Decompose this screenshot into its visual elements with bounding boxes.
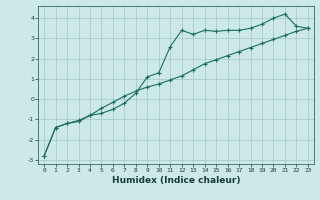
X-axis label: Humidex (Indice chaleur): Humidex (Indice chaleur) — [112, 176, 240, 185]
